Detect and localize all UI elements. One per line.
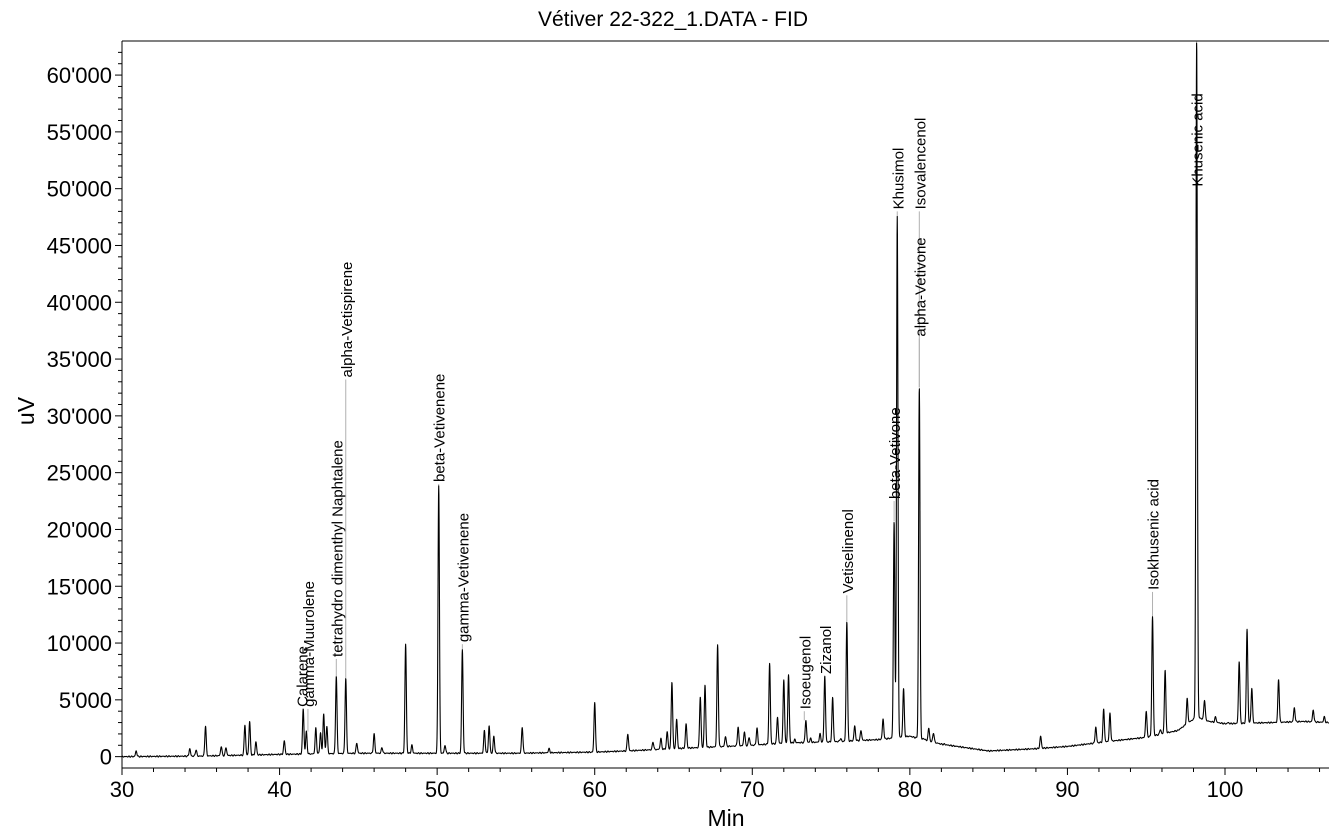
- y-tick-label: 40'000: [47, 290, 112, 315]
- x-tick-label: 30: [110, 777, 134, 802]
- peak-annotation: Vetiselinenol: [840, 509, 857, 622]
- x-tick-label: 40: [267, 777, 291, 802]
- chart-title: Vétiver 22-322_1.DATA - FID: [538, 8, 808, 31]
- y-tick-label: 50'000: [47, 177, 112, 202]
- y-tick-label: 5'000: [59, 688, 112, 713]
- x-tick-label: 60: [582, 777, 606, 802]
- peak-annotation-label: alpha-Vetispirene: [339, 262, 356, 378]
- peak-annotation-label: beta-Vetivone: [887, 407, 904, 499]
- y-tick-label: 35'000: [47, 347, 112, 372]
- peak-annotation: beta-Vetivone: [887, 407, 904, 522]
- y-tick-label: 60'000: [47, 63, 112, 88]
- fid-signal-trace: [122, 42, 1329, 758]
- plot-area: [122, 42, 1329, 758]
- y-tick-label: 10'000: [47, 631, 112, 656]
- y-tick-label: 15'000: [47, 574, 112, 599]
- peak-annotation: beta-Vetivenene: [432, 374, 449, 486]
- peak-annotation-label: beta-Vetivenene: [432, 374, 449, 482]
- x-tick-label: 100: [1207, 777, 1244, 802]
- peak-annotation-label: gamma-Vetivenene: [455, 513, 472, 642]
- peak-annotation: Isoeugenol: [797, 636, 814, 721]
- peak-annotation-label: Isoeugenol: [797, 636, 814, 709]
- x-tick-label: 50: [425, 777, 449, 802]
- axes: 30 40 50 60 70 80 90 100 0 5'000 10'000 15'000 20'00…: [47, 40, 1329, 802]
- x-tick-label: 70: [740, 777, 764, 802]
- y-tick-label: 55'000: [47, 120, 112, 145]
- peak-annotation: Isokhusenic acid: [1146, 479, 1163, 617]
- x-tick-label: 90: [1055, 777, 1079, 802]
- peak-annotation: tetrahydro dimenthyl Naphtalene: [329, 440, 346, 676]
- y-axis-title: uV: [13, 396, 39, 425]
- peak-annotation-label: tetrahydro dimenthyl Naphtalene: [329, 440, 346, 657]
- peak-annotation: alpha-Vetispirene: [339, 262, 356, 679]
- y-tick-label: 30'000: [47, 404, 112, 429]
- x-axis-title: Min: [707, 805, 744, 828]
- y-tick-label: 20'000: [47, 517, 112, 542]
- peak-annotation-label: Calarene: [295, 646, 312, 707]
- peak-annotation-label: alpha-Vetivone: [912, 237, 929, 336]
- peak-annotation: Khusenic acid: [1190, 41, 1207, 189]
- peak-annotation: Calarene: [295, 646, 312, 707]
- peak-annotation: gamma-Muurolene: [301, 581, 318, 732]
- peak-annotation-label: Isokhusenic acid: [1146, 479, 1163, 590]
- peak-annotation-label: Khusenic acid: [1190, 93, 1207, 186]
- y-tick-label: 45'000: [47, 233, 112, 258]
- peak-annotation: Khusimol: [890, 148, 907, 218]
- y-tick-label: 25'000: [47, 461, 112, 486]
- y-tick-label: 0: [100, 745, 112, 770]
- x-tick-label: 80: [898, 777, 922, 802]
- peak-annotation-label: Zizanol: [818, 626, 835, 674]
- peak-annotation-label: Vetiselinenol: [840, 509, 857, 593]
- peak-annotation: gamma-Vetivenene: [455, 513, 472, 650]
- peak-annotation: alpha-Vetivone: [912, 237, 929, 388]
- peak-annotation-label: Khusimol: [890, 148, 907, 210]
- peak-annotation: Zizanol: [818, 626, 835, 674]
- peak-annotation-label: gamma-Muurolene: [301, 581, 318, 707]
- peak-annotation-label: Isovalencenol: [912, 118, 929, 210]
